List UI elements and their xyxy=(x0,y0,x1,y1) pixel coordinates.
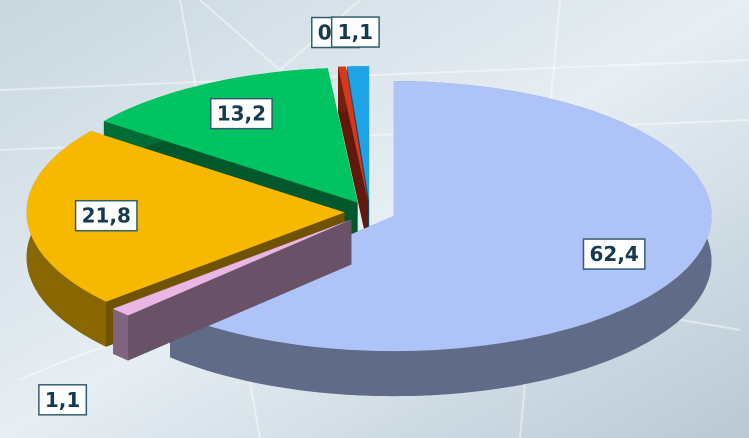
label-box xyxy=(330,16,380,48)
data-label: 1,1 xyxy=(45,388,80,412)
label-box xyxy=(209,97,273,130)
data-label: 62,4 xyxy=(589,242,638,266)
slice xyxy=(338,66,368,202)
slice xyxy=(347,66,370,202)
slice xyxy=(113,219,352,316)
slice xyxy=(103,68,358,203)
data-label: 1,1 xyxy=(338,20,373,44)
slice-side xyxy=(170,81,712,397)
data-label: 13,2 xyxy=(217,102,266,126)
data-label: 21,8 xyxy=(82,204,131,228)
slice-side xyxy=(338,66,368,247)
slice-side xyxy=(113,308,129,361)
slice-side xyxy=(113,219,352,354)
label-box xyxy=(582,238,646,270)
slice xyxy=(26,131,345,302)
label-box xyxy=(74,199,138,232)
label-box xyxy=(38,384,88,416)
labels: 62,41,121,813,20,41,1 xyxy=(38,16,646,416)
